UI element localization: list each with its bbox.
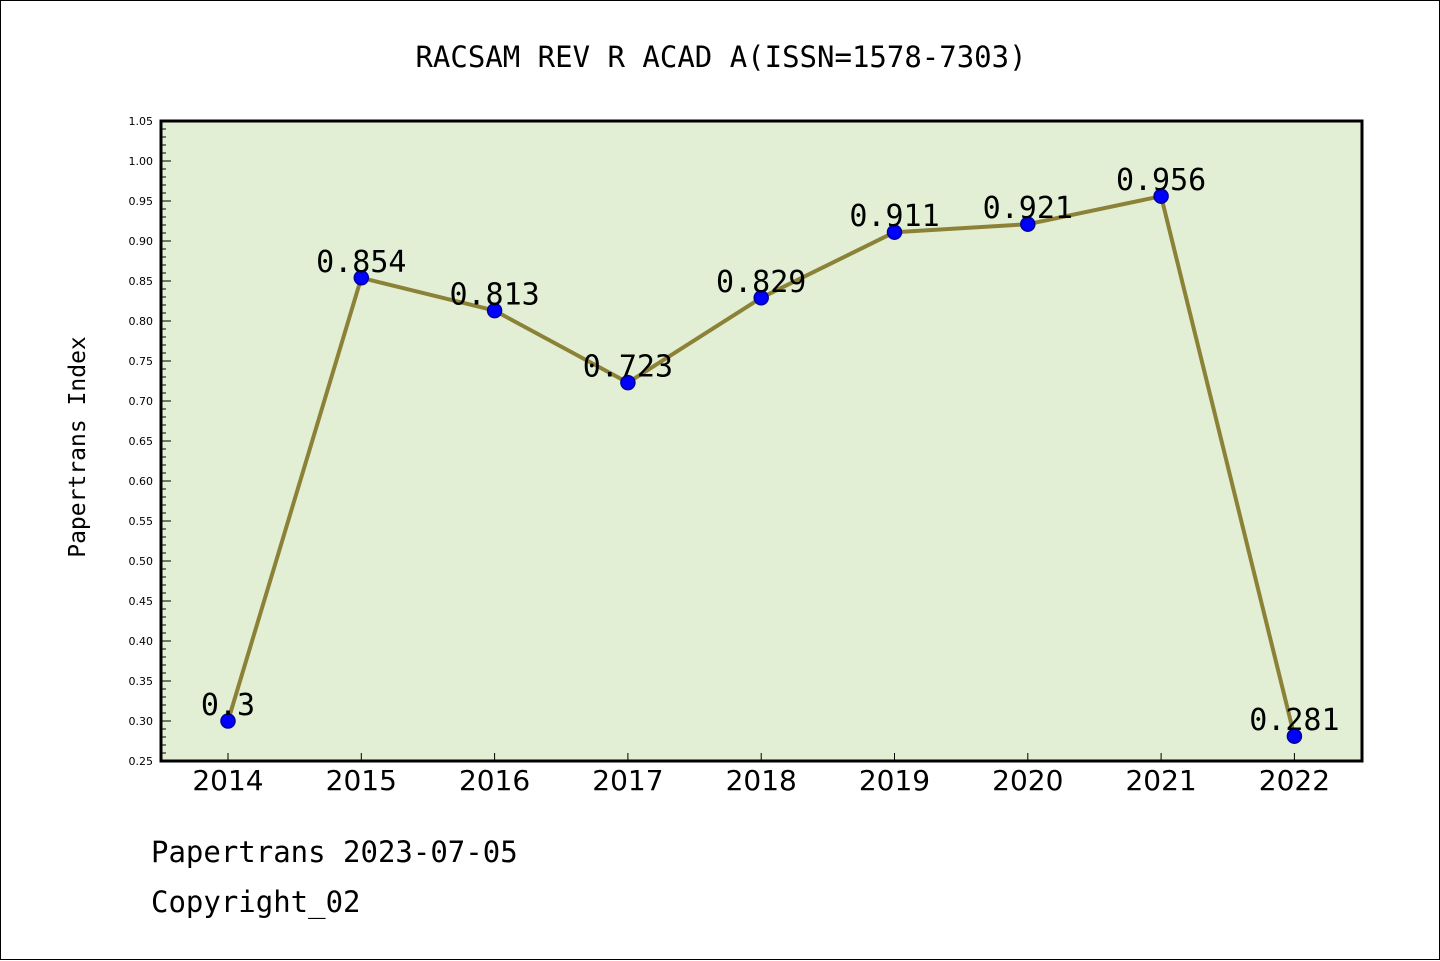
y-tick-label: 1.05: [129, 115, 154, 128]
x-tick-label: 2021: [1125, 764, 1196, 797]
data-label: 0.829: [716, 265, 806, 300]
chart-title: RACSAM REV R ACAD A(ISSN=1578-7303): [415, 40, 1026, 74]
data-label: 0.956: [1116, 163, 1206, 198]
y-axis-ticks: 0.25 0.30 0.35 0.40 0.45 0.50 0.55 0.60 0.65 0.70…: [129, 115, 171, 768]
x-tick-label: 2018: [726, 764, 797, 797]
x-axis-ticks: 2014 2015 2016 2017 2018 2019 2020 2021 2022: [192, 753, 1330, 797]
data-label: 0.911: [849, 199, 939, 234]
footer-date: Papertrans 2023-07-05: [151, 835, 518, 869]
data-points: [220, 188, 1303, 744]
data-point: [620, 374, 636, 391]
data-label: 0.3: [201, 688, 255, 723]
data-label: 0.723: [583, 350, 673, 385]
data-labels: 0.3 0.854 0.813 0.723 0.829 0.911 0.921 0.956 0.…: [201, 163, 1340, 738]
y-tick-label: 0.75: [129, 355, 154, 368]
x-tick-label: 2020: [992, 764, 1063, 797]
data-point: [753, 290, 769, 306]
y-tick-label: 0.95: [129, 195, 154, 208]
x-tick-label: 2017: [592, 764, 663, 797]
data-point: [1153, 188, 1169, 204]
data-label: 0.921: [983, 191, 1073, 226]
data-point: [486, 302, 503, 319]
y-tick-label: 0.50: [129, 555, 154, 568]
y-tick-label: 0.65: [129, 435, 154, 448]
data-point: [220, 713, 236, 729]
x-tick-label: 2019: [859, 764, 930, 797]
y-tick-label: 0.30: [129, 715, 154, 728]
y-tick-label: 0.35: [129, 675, 154, 688]
y-tick-label: 0.80: [129, 315, 154, 328]
y-tick-label: 0.55: [129, 515, 154, 528]
x-tick-label: 2016: [459, 764, 530, 797]
y-tick-label: 0.60: [129, 475, 154, 488]
footer-copyright: Copyright_02: [151, 885, 361, 919]
y-tick-label: 0.45: [129, 595, 154, 608]
y-tick-label: 0.40: [129, 635, 154, 648]
data-label: 0.813: [449, 278, 539, 313]
y-tick-label: 0.90: [129, 235, 154, 248]
plot-area: [161, 121, 1362, 761]
y-tick-label: 0.25: [129, 755, 154, 768]
y-tick-label: 1.00: [129, 155, 154, 168]
data-point: [886, 224, 903, 240]
y-axis-label: Papertrans Index: [65, 336, 91, 558]
data-label: 0.854: [316, 245, 406, 280]
plot-border: [159, 119, 1364, 763]
x-tick-label: 2022: [1259, 764, 1330, 797]
y-tick-label: 0.85: [129, 275, 154, 288]
data-point: [1286, 728, 1303, 744]
data-point: [1020, 216, 1036, 232]
x-tick-label: 2015: [326, 764, 397, 797]
x-tick-label: 2014: [192, 764, 263, 797]
data-point: [353, 270, 370, 286]
y-tick-label: 0.70: [129, 395, 154, 408]
data-label: 0.281: [1249, 703, 1339, 738]
